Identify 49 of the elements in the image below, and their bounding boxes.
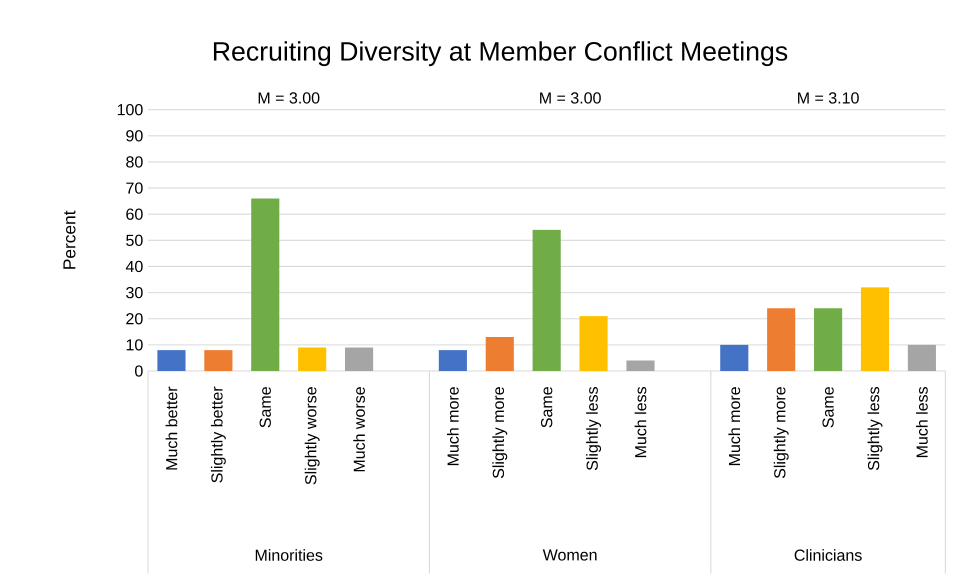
x-tick-label: Same: [541, 387, 552, 428]
y-tick-label: 60: [126, 208, 143, 220]
x-tick-label: Slightly better: [210, 386, 226, 483]
y-axis-title: Percent: [63, 210, 76, 269]
y-tick-label: 90: [126, 130, 143, 142]
bar: [626, 360, 655, 371]
text: Clinicians: [794, 549, 862, 561]
bar: [486, 337, 514, 371]
y-tick-label: 0: [135, 365, 143, 377]
x-tick-label: Same: [822, 387, 834, 428]
x-tick-label: Much less: [634, 386, 646, 458]
x-tick-label: Slightly worse: [304, 387, 320, 484]
text: Women: [542, 549, 597, 561]
bar: [298, 347, 326, 371]
chart-title: Recruiting Diversity at Member Conflict Meetings: [214, 41, 788, 66]
bar: [908, 344, 936, 371]
bar: [580, 316, 608, 371]
x-tick-label: Slightly more: [774, 387, 789, 478]
x-tick-label: Much worse: [353, 387, 365, 472]
y-tick-label: 80: [126, 156, 143, 168]
bar: [344, 347, 374, 371]
y-tick-label: 70: [126, 182, 143, 194]
x-tick-label: Much more: [447, 387, 459, 466]
bar: [767, 308, 796, 371]
text: M = 3.00: [258, 92, 320, 104]
bar: [157, 350, 186, 371]
text: M = 3.00: [540, 92, 601, 104]
bar: [251, 198, 280, 371]
bar: [814, 308, 842, 371]
x-tick-label: Much better: [166, 386, 178, 470]
text: M = 3.10: [798, 92, 859, 104]
bar: [532, 230, 561, 371]
y-tick-label: 30: [126, 286, 143, 298]
bar: [438, 350, 467, 371]
x-tick-label: Slightly less: [868, 386, 882, 470]
x-tick-label: Much less: [916, 386, 928, 458]
y-tick-label: 50: [126, 234, 143, 246]
y-tick-label: 10: [126, 339, 143, 351]
x-tick-label: Same: [260, 387, 271, 428]
x-tick-label: Slightly less: [586, 386, 602, 470]
bar: [720, 344, 748, 371]
y-tick-label: 100: [118, 104, 143, 116]
bar: [204, 350, 232, 371]
x-tick-label: Slightly more: [492, 387, 508, 478]
x-tick-label: Much more: [728, 387, 740, 466]
y-tick-label: 40: [126, 260, 143, 272]
text: Minorities: [256, 549, 322, 561]
bar: [860, 287, 890, 371]
y-tick-label: 20: [126, 313, 143, 324]
